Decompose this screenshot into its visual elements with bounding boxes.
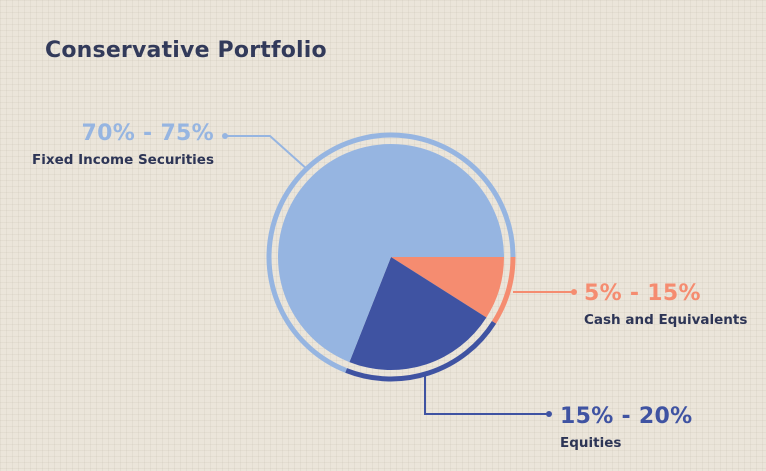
range-label-equities: 15% - 20% <box>560 404 693 429</box>
pie-slice-cash <box>391 257 504 318</box>
ring-arc-cash <box>491 256 516 324</box>
leader-dot-cash <box>571 289 577 295</box>
pie-slice-fixed-income <box>278 143 504 363</box>
category-label-fixed-income: Fixed Income Securities <box>32 152 214 168</box>
callout-cash: 5% - 15% Cash and Equivalents <box>584 281 747 329</box>
callout-fixed-income: 70% - 75% Fixed Income Securities <box>32 121 214 169</box>
leader-line-fixed-income <box>225 135 309 171</box>
leader-dot-equities <box>546 411 552 417</box>
category-label-equities: Equities <box>560 435 622 451</box>
range-label-cash: 5% - 15% <box>584 281 701 306</box>
ring-arc-fixed-income <box>266 132 516 373</box>
ring-arc-equities <box>345 321 497 382</box>
chart-title: Conservative Portfolio <box>45 38 327 63</box>
range-label-fixed-income: 70% - 75% <box>81 121 214 146</box>
callout-equities: 15% - 20% Equities <box>560 404 692 452</box>
leader-dot-fixed-income <box>222 133 228 139</box>
pie-slice-equities <box>349 257 487 370</box>
leader-line-equities <box>424 374 549 415</box>
category-label-cash: Cash and Equivalents <box>584 312 748 328</box>
